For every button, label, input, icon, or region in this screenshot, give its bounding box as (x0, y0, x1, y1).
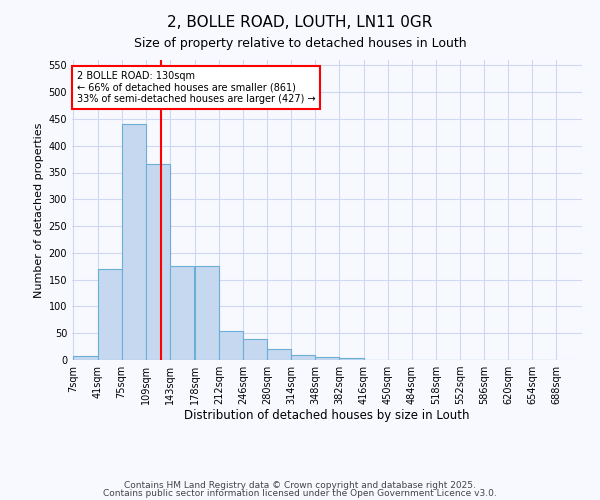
Text: Size of property relative to detached houses in Louth: Size of property relative to detached ho… (134, 38, 466, 51)
Bar (146, 164, 170, 360)
Bar (98, 269, 122, 360)
Text: Contains HM Land Registry data © Crown copyright and database right 2025.: Contains HM Land Registry data © Crown c… (124, 480, 476, 490)
Bar (291, 354, 315, 360)
Bar (122, 124, 146, 360)
Bar (243, 338, 267, 360)
Bar (170, 266, 194, 360)
Bar (340, 358, 364, 360)
Bar (195, 266, 219, 360)
Y-axis label: Number of detached properties: Number of detached properties (34, 122, 44, 298)
Bar (219, 330, 243, 360)
Bar (267, 350, 291, 360)
Bar (315, 358, 340, 360)
Bar (73, 356, 98, 360)
Text: Contains public sector information licensed under the Open Government Licence v3: Contains public sector information licen… (103, 489, 497, 498)
X-axis label: Distribution of detached houses by size in Louth: Distribution of detached houses by size … (184, 408, 470, 422)
Text: 2, BOLLE ROAD, LOUTH, LN11 0GR: 2, BOLLE ROAD, LOUTH, LN11 0GR (167, 15, 433, 30)
Text: 2 BOLLE ROAD: 130sqm
← 66% of detached houses are smaller (861)
33% of semi-deta: 2 BOLLE ROAD: 130sqm ← 66% of detached h… (77, 70, 316, 104)
